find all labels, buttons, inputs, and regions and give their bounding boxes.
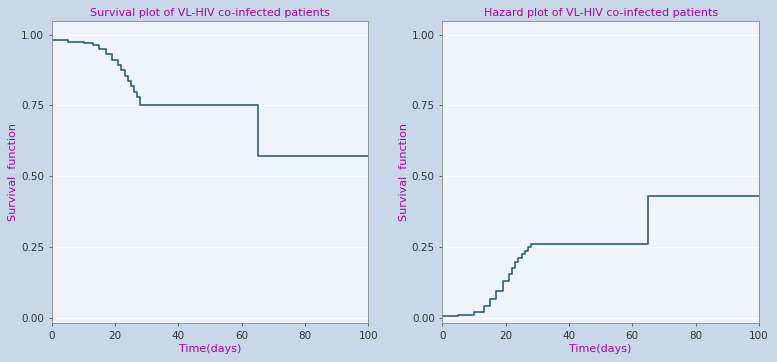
Title: Hazard plot of VL-HIV co-infected patients: Hazard plot of VL-HIV co-infected patien… [483, 8, 718, 18]
Y-axis label: Survival  function: Survival function [399, 123, 409, 221]
Title: Survival plot of VL-HIV co-infected patients: Survival plot of VL-HIV co-infected pati… [90, 8, 330, 18]
Y-axis label: Survival  function: Survival function [9, 123, 19, 221]
X-axis label: Time(days): Time(days) [179, 344, 242, 354]
X-axis label: Time(days): Time(days) [570, 344, 632, 354]
